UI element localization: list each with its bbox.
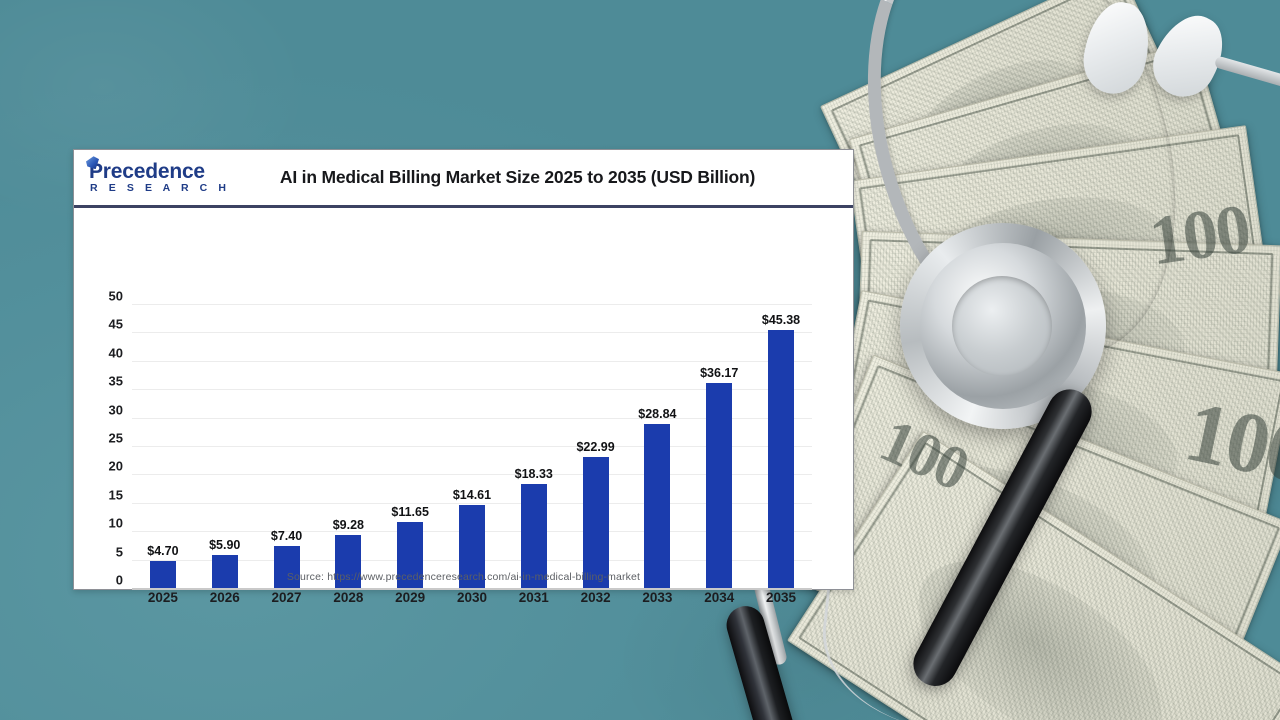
bar[interactable] bbox=[644, 424, 671, 588]
bar-value-label: $11.65 bbox=[391, 504, 429, 519]
y-axis-tick-label: 10 bbox=[108, 515, 123, 531]
y-axis-tick-label: 45 bbox=[108, 316, 123, 332]
bar-series: $4.70 $5.90 $7.40 $9.28 $11.65 $14.61 $18.33 $2… bbox=[132, 304, 812, 588]
bar-value-label: $45.38 bbox=[761, 313, 801, 328]
gridline bbox=[132, 446, 812, 447]
x-axis-tick-label: 2033 bbox=[642, 590, 673, 605]
bar-value-label: $22.99 bbox=[576, 440, 615, 455]
x-axis: 2025 2026 2027 2028 2029 2030 2031 2032 2033 2034… bbox=[132, 590, 812, 605]
bar[interactable] bbox=[706, 382, 733, 588]
bar-slot[interactable]: $9.28 bbox=[317, 304, 379, 588]
bar-slot[interactable]: $36.17 bbox=[688, 304, 750, 588]
x-axis-tick-label: 2028 bbox=[333, 590, 364, 605]
y-axis-tick-label: 15 bbox=[108, 487, 123, 503]
bar-value-label: $7.40 bbox=[270, 528, 303, 543]
x-axis-tick-label: 2031 bbox=[518, 590, 549, 605]
x-axis-tick-label: 2025 bbox=[147, 590, 178, 605]
precedence-research-logo: Precedence R E S E A R C H bbox=[74, 156, 242, 195]
bar-value-label: $28.84 bbox=[638, 407, 677, 422]
x-axis-tick-label: 2029 bbox=[395, 590, 426, 605]
logo-swoosh-icon bbox=[86, 156, 99, 170]
bar-slot[interactable]: $28.84 bbox=[627, 304, 689, 588]
x-axis-tick-label: 2030 bbox=[456, 590, 487, 605]
gridline bbox=[132, 417, 812, 419]
gridline bbox=[132, 474, 812, 476]
bar[interactable] bbox=[458, 505, 485, 588]
x-axis-tick-label: 2027 bbox=[271, 590, 302, 605]
bar-value-label: $9.28 bbox=[332, 518, 364, 533]
logo-wordmark: Precedence bbox=[86, 156, 205, 184]
bar[interactable] bbox=[149, 561, 176, 588]
gridline bbox=[132, 332, 812, 334]
bar[interactable] bbox=[520, 483, 547, 588]
bar-value-label: $14.61 bbox=[452, 488, 492, 503]
bar[interactable] bbox=[397, 521, 424, 588]
axis-baseline bbox=[132, 588, 812, 590]
gridline bbox=[132, 360, 812, 362]
y-axis-tick-label: 25 bbox=[108, 430, 123, 446]
bar-slot[interactable]: $45.38 bbox=[750, 304, 812, 588]
chart-title: AI in Medical Billing Market Size 2025 t… bbox=[279, 167, 756, 187]
stethoscope-diaphragm bbox=[952, 276, 1052, 376]
bar[interactable] bbox=[335, 535, 362, 588]
chart-source-note: Source: https://www.precedenceresearch.c… bbox=[286, 571, 641, 583]
bar-slot[interactable]: $5.90 bbox=[194, 304, 256, 588]
chart-header: Precedence R E S E A R C H AI in Medical… bbox=[74, 150, 853, 208]
chart-plot-area: 50 45 40 35 30 25 20 15 10 5 0 $4.70 $5.90 $7.40 $9.2… bbox=[74, 208, 853, 605]
bar-value-label: $5.90 bbox=[209, 537, 241, 552]
logo-subtitle: R E S E A R C H bbox=[90, 182, 231, 195]
bar[interactable] bbox=[211, 554, 238, 588]
bar-slot[interactable]: $7.40 bbox=[256, 304, 318, 588]
y-axis-tick-label: 35 bbox=[108, 373, 123, 389]
bar[interactable] bbox=[582, 457, 609, 588]
bar[interactable] bbox=[768, 330, 795, 588]
y-axis: 50 45 40 35 30 25 20 15 10 5 0 bbox=[74, 289, 132, 588]
plot-canvas: $4.70 $5.90 $7.40 $9.28 $11.65 $14.61 $18.33 $2… bbox=[132, 304, 812, 590]
bar-slot[interactable]: $22.99 bbox=[565, 304, 627, 588]
bar-value-label: $4.70 bbox=[147, 544, 179, 559]
y-axis-tick-label: 50 bbox=[108, 288, 123, 304]
bar[interactable] bbox=[273, 545, 300, 588]
bar-slot[interactable]: $14.61 bbox=[441, 304, 503, 588]
x-axis-tick-label: 2035 bbox=[766, 590, 797, 605]
logo-word-text: Precedence bbox=[89, 160, 205, 184]
bar-value-label: $18.33 bbox=[514, 466, 553, 481]
gridline bbox=[132, 389, 812, 391]
y-axis-tick-label: 40 bbox=[108, 345, 123, 361]
x-axis-tick-label: 2026 bbox=[209, 590, 240, 605]
y-axis-tick-label: 5 bbox=[115, 544, 123, 560]
x-axis-tick-label: 2034 bbox=[704, 590, 735, 605]
bar-slot[interactable]: $11.65 bbox=[379, 304, 441, 588]
gridline bbox=[132, 502, 812, 504]
bar-slot[interactable]: $18.33 bbox=[503, 304, 565, 588]
y-axis-tick-label: 30 bbox=[108, 402, 123, 418]
chart-panel: Precedence R E S E A R C H AI in Medical… bbox=[73, 149, 854, 605]
x-axis-tick-label: 2032 bbox=[580, 590, 611, 605]
bar-value-label: $36.17 bbox=[700, 365, 739, 380]
y-axis-tick-label: 20 bbox=[108, 458, 123, 474]
gridline bbox=[132, 304, 812, 305]
y-axis-tick-label: 0 bbox=[115, 572, 123, 588]
bar-slot[interactable]: $4.70 bbox=[132, 304, 194, 588]
